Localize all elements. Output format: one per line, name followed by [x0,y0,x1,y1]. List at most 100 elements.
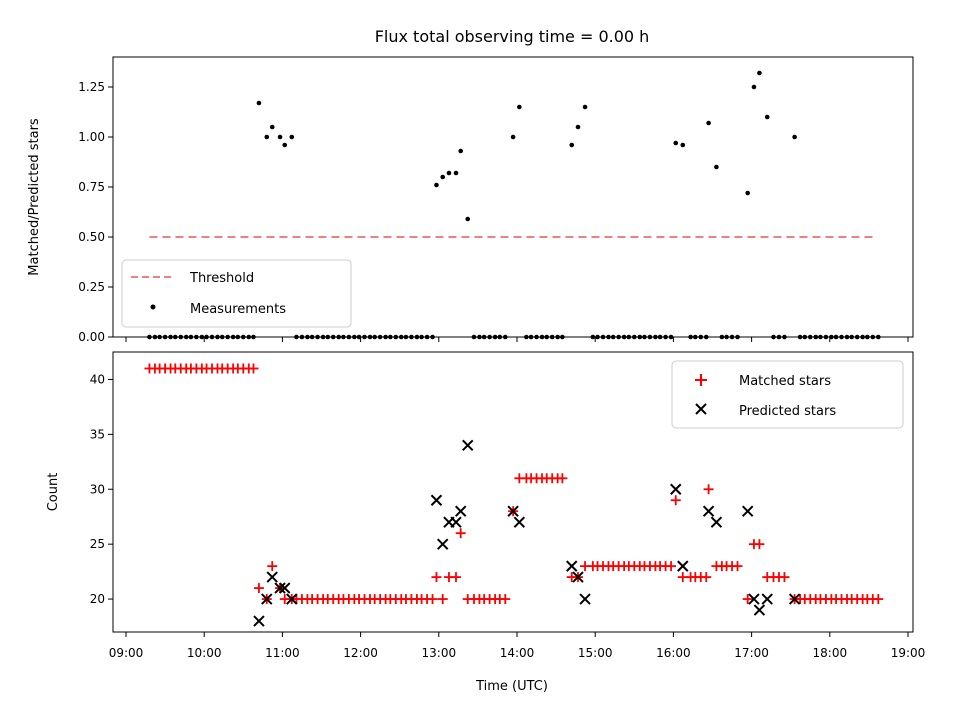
predicted-point [741,505,754,517]
predicted-point [677,560,689,572]
matched-point [267,561,278,572]
measurement-point [277,134,283,140]
count-series [144,363,884,627]
predicted-point [462,439,474,452]
count-panel: 20 25 30 35 40 09:00 10:00 11:00 12:00 13:00 14:0… [46,351,925,694]
predicted-point [513,516,526,528]
measurement-point [440,174,446,180]
measurement-point [510,134,516,140]
legend-matched-swatch [695,374,707,386]
matched-point [742,594,753,605]
matched-point [437,594,448,605]
x-tick-label: 11:00 [265,646,300,660]
measurement-point [680,142,686,148]
matched-point [701,572,712,583]
measurement-point [764,114,770,120]
predicted-point [266,571,278,583]
ratio-axes-frame [112,56,914,338]
predicted-point [761,593,773,605]
measurement-point [706,120,711,126]
y-tick-label: 0.25 [78,280,105,294]
predicted-point [572,571,584,583]
matched-point [666,561,677,572]
measurement-point [792,134,797,140]
chart-title: Flux total observing time = 0.00 h [375,27,650,46]
matched-point [451,572,462,583]
matched-point [703,484,714,495]
predicted-point [450,516,462,528]
matched-point [754,539,765,550]
predicted-point [566,560,578,572]
predicted-point [274,582,286,594]
measurement-point [517,104,522,110]
legend-predicted-swatch [695,403,707,415]
measurement-point [256,100,262,106]
predicted-point [753,604,766,616]
measurement-point [446,170,452,176]
x-tick-label: 18:00 [813,646,848,660]
legend-threshold-label: Threshold [189,271,254,286]
matched-point [779,572,790,583]
measurement-point [289,134,295,140]
y-tick-label: 1.00 [78,130,105,144]
predicted-point [437,538,449,550]
y-tick-label: 40 [90,372,105,386]
ratio-legend: Threshold Measurements [121,259,352,328]
predicted-point [261,593,273,605]
legend-measurements-label: Measurements [190,302,286,317]
count-y-ticks: 20 25 30 35 40 [90,372,113,606]
x-tick-label: 13:00 [422,646,457,660]
x-tick-label: 17:00 [734,646,769,660]
measurement-point [453,170,459,176]
y-tick-label: 20 [90,592,105,606]
count-legend-box [671,360,904,429]
y-tick-label: 0.00 [78,330,105,344]
measurement-point [757,70,762,76]
y-tick-label: 30 [90,482,105,496]
y-tick-label: 0.75 [78,180,105,194]
legend-measurements-swatch [150,304,156,310]
matched-point [873,594,884,605]
x-axis-label: Time (UTC) [475,679,548,694]
predicted-point [788,593,801,605]
predicted-point [702,505,715,517]
predicted-point [579,593,591,605]
measurement-point [282,142,288,148]
ratio-x-ticks [125,337,909,342]
x-tick-label: 15:00 [578,646,613,660]
predicted-point [454,505,467,517]
ratio-y-axis-label: Matched/Predicted stars [27,118,42,276]
ratio-panel: 0.00 0.25 0.50 0.75 1.00 1.25 Matched/Predict… [27,56,914,344]
matched-point [732,561,743,572]
matched-point [253,583,264,594]
x-tick-label: 09:00 [109,646,144,660]
legend-predicted-label: Predicted stars [739,404,836,419]
matched-point [431,572,442,583]
y-tick-label: 25 [90,537,105,551]
series-predicted-stars [253,439,801,627]
predicted-point [279,582,291,594]
legend-matched-label: Matched stars [739,374,831,389]
measurement-point [569,142,575,148]
matched-point [500,594,511,605]
measurement-point [575,124,581,130]
matched-point [427,594,438,605]
y-tick-label: 0.50 [78,230,105,244]
y-tick-label: 1.25 [78,80,105,94]
y-tick-label: 35 [90,427,105,441]
predicted-point [286,593,298,605]
count-y-axis-label: Count [46,473,61,512]
x-tick-label: 12:00 [343,646,378,660]
measurement-point [465,216,471,222]
ratio-legend-box [121,259,352,328]
matched-point [670,495,681,506]
count-x-ticks: 09:00 10:00 11:00 12:00 13:00 14:00 15:00 16:00… [109,632,925,660]
x-tick-label: 14:00 [500,646,535,660]
predicted-point [253,615,265,627]
matched-point [557,473,568,484]
measurement-point [673,140,679,146]
measurement-point [745,190,750,196]
matched-point [455,528,466,539]
count-axes-frame [112,351,914,633]
x-tick-label: 16:00 [656,646,691,660]
